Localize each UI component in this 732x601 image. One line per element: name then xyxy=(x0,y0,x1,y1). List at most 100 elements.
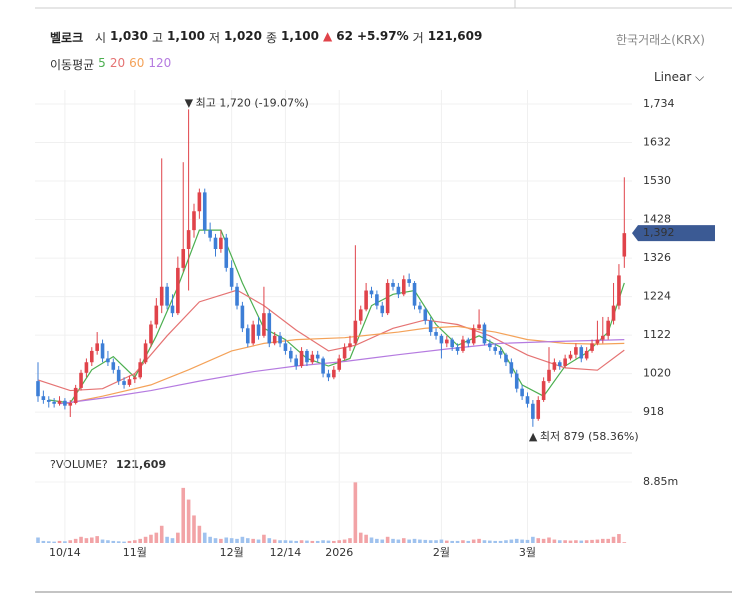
candle-body xyxy=(224,237,229,268)
candle-body xyxy=(192,211,196,231)
volume-bar xyxy=(455,540,460,543)
value: 121,609 xyxy=(427,29,483,43)
candle-body xyxy=(385,282,390,314)
candle-body xyxy=(552,362,557,370)
volume-bar xyxy=(488,540,492,543)
volume-bar xyxy=(514,538,519,543)
candle-body xyxy=(595,339,600,344)
volume-bar xyxy=(434,540,438,543)
y-tick-label: 1122 xyxy=(643,328,671,341)
volume-bar xyxy=(600,538,605,543)
candle-body xyxy=(617,275,621,306)
ma-legend: 이동평균 5 20 60 120 xyxy=(50,56,171,73)
volume-bar xyxy=(353,482,358,543)
candle-body xyxy=(133,377,137,380)
min-arrow: ▲ xyxy=(529,430,538,443)
volume-bar xyxy=(111,540,116,543)
y-tick-label: 1632 xyxy=(643,136,671,149)
x-tick-label: 2월 xyxy=(433,546,450,559)
volume-bar xyxy=(278,540,282,543)
candle-body xyxy=(240,305,245,329)
volume-bar xyxy=(133,540,137,543)
volume-bar xyxy=(380,539,385,543)
volume-bar xyxy=(342,539,347,543)
volume-bar xyxy=(606,538,610,543)
volume-bar xyxy=(337,540,342,543)
candle-body xyxy=(186,230,191,250)
y-tick-label: 1020 xyxy=(643,367,671,380)
volume-bar xyxy=(46,541,51,543)
candle-body xyxy=(418,305,422,310)
volume-bar xyxy=(299,540,304,543)
volume-bar xyxy=(267,538,272,543)
price-tag-label: 1,392 xyxy=(643,226,675,239)
volume-bar xyxy=(106,540,110,543)
candle-body xyxy=(262,313,266,336)
candle-body xyxy=(412,282,417,306)
candle-body xyxy=(590,343,594,351)
candle-body xyxy=(116,369,121,382)
value: 1,020 xyxy=(224,29,262,43)
label: 저 xyxy=(208,31,221,45)
candle-body xyxy=(423,309,428,321)
candle-body xyxy=(600,335,605,340)
volume-bar xyxy=(289,540,293,543)
volume-bar xyxy=(536,538,541,543)
candle-body xyxy=(170,305,175,314)
volume-bar xyxy=(590,539,594,543)
volume-bar xyxy=(170,538,175,543)
candle-body xyxy=(488,343,492,348)
volume-bar xyxy=(439,539,444,543)
y-tick-label: 1224 xyxy=(643,290,671,303)
volume-bar xyxy=(375,538,379,543)
volume-bar xyxy=(219,538,223,543)
candle-body xyxy=(493,347,498,351)
candle-body xyxy=(149,324,153,344)
change: 62 xyxy=(336,29,353,43)
candle-body xyxy=(450,339,454,348)
volume-bar xyxy=(165,536,169,543)
volume-bar xyxy=(68,540,73,543)
candle-body xyxy=(401,279,406,295)
candle-body xyxy=(267,313,272,344)
candle-body xyxy=(407,279,411,283)
label: 고 xyxy=(151,31,164,45)
volume-bar xyxy=(84,538,89,543)
volume-bar xyxy=(73,538,78,543)
candle-body xyxy=(245,328,250,344)
candle-body xyxy=(202,192,207,231)
candle-body xyxy=(439,335,444,344)
candle-body xyxy=(574,347,578,355)
y-tick-label: 1428 xyxy=(643,213,671,226)
volume-bar xyxy=(294,540,298,543)
scale: Linear xyxy=(654,70,692,84)
volume-bar xyxy=(445,540,449,543)
x-tick-label: 2026 xyxy=(325,546,353,559)
min-annotation: 최저 879 (58.36%) xyxy=(540,430,639,443)
candle-body xyxy=(68,403,73,406)
candle-body xyxy=(611,305,616,321)
candle-body xyxy=(525,396,530,404)
x-tick-label: 12월 xyxy=(220,546,244,559)
volume-bar xyxy=(224,537,229,543)
candle-body xyxy=(584,350,589,359)
volume-bar xyxy=(348,538,352,543)
candle-body xyxy=(391,282,395,287)
candle-body xyxy=(557,362,562,367)
scale-select[interactable]: Linear ⌵ xyxy=(654,70,705,84)
value: 1,100 xyxy=(281,29,320,43)
candle-body xyxy=(299,350,304,367)
candle-body xyxy=(315,354,320,359)
volume-bar xyxy=(385,536,390,543)
volume-bar xyxy=(305,540,309,543)
x-tick-label: 11월 xyxy=(123,546,147,559)
candle-body xyxy=(294,358,298,367)
volume-bar xyxy=(407,539,411,543)
volume-bar xyxy=(310,540,315,543)
volume-bar xyxy=(482,540,487,543)
candle-body xyxy=(143,343,148,363)
volume-bar xyxy=(245,538,250,543)
change-pct: +5.97% xyxy=(356,29,409,43)
label: 시 xyxy=(94,31,106,45)
candle-body xyxy=(57,400,62,404)
